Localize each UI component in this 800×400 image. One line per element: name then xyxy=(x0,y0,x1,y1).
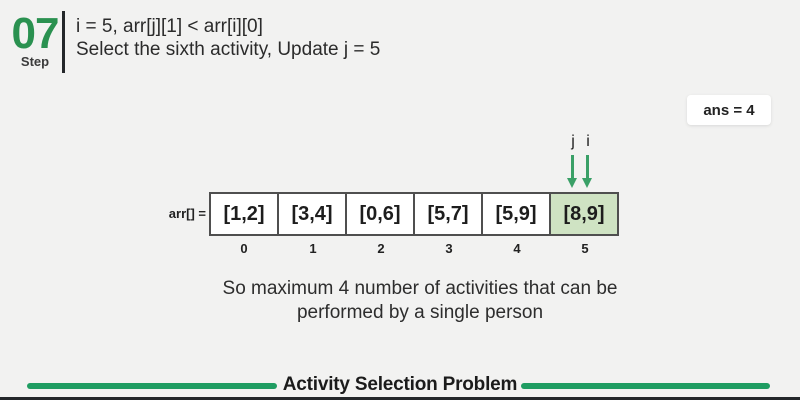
step-action-text: Select the sixth activity, Update j = 5 xyxy=(76,39,381,60)
step-label: Step xyxy=(20,54,50,69)
array-index-1: 1 xyxy=(309,241,317,256)
bottom-border xyxy=(0,397,800,400)
array-cell-5: [8,9] xyxy=(551,192,619,236)
array-index-2: 2 xyxy=(377,241,385,256)
footer-title: Activity Selection Problem xyxy=(282,374,518,395)
array-index-0: 0 xyxy=(240,241,248,256)
pointer-label-i: i xyxy=(586,133,590,150)
array-index-4: 4 xyxy=(513,241,521,256)
array-label: arr[] = xyxy=(168,206,206,221)
array-index-3: 3 xyxy=(445,241,453,256)
activity-array: [1,2] [3,4] [0,6] [5,7] [5,9] [8,9] xyxy=(209,192,619,236)
array-cell-0: [1,2] xyxy=(209,192,279,236)
footer-rule-left xyxy=(27,383,277,389)
i-pointer-arrow-icon xyxy=(582,155,592,188)
step-description: i = 5, arr[j][1] < arr[i][0] Select the … xyxy=(76,15,380,61)
answer-badge: ans = 4 xyxy=(687,95,771,125)
array-index-5: 5 xyxy=(581,241,589,256)
array-cell-1: [3,4] xyxy=(279,192,347,236)
step-block: 07 Step xyxy=(10,9,60,70)
conclusion-text: So maximum 4 number of activities that c… xyxy=(40,277,800,324)
header-divider xyxy=(62,11,65,73)
step-number: 07 xyxy=(11,9,60,58)
conclusion-line-1: So maximum 4 number of activities that c… xyxy=(222,278,618,299)
conclusion-line-2: performed by a single person xyxy=(296,301,544,323)
footer-rule-right xyxy=(521,383,770,389)
array-cell-3: [5,7] xyxy=(415,192,483,236)
step-condition-text: i = 5, arr[j][1] < arr[i][0] xyxy=(76,16,263,37)
array-index-row: 0 1 2 3 4 5 xyxy=(209,241,619,256)
array-cell-4: [5,9] xyxy=(483,192,551,236)
array-cell-2: [0,6] xyxy=(347,192,415,236)
j-pointer-arrow-icon xyxy=(567,155,577,188)
pointer-label-j: j xyxy=(571,133,575,150)
